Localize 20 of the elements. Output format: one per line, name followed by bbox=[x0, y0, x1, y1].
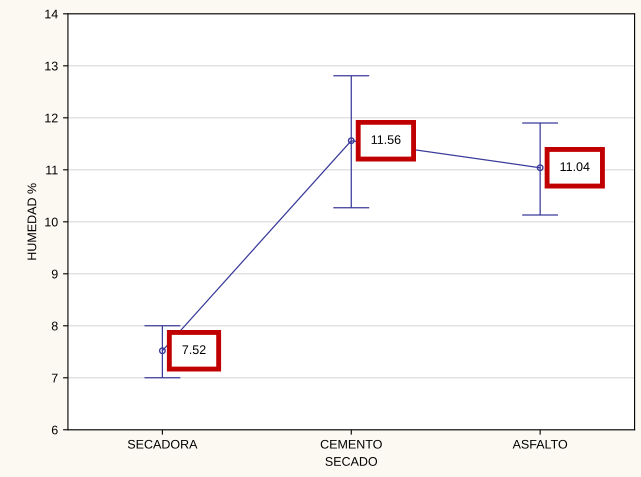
y-tick-label: 11 bbox=[46, 166, 58, 174]
data-label: 7.52 bbox=[182, 345, 206, 354]
x-tick-label: SECADORA bbox=[128, 440, 198, 449]
y-tick-label: 12 bbox=[45, 114, 58, 122]
y-tick-label: 14 bbox=[45, 10, 58, 18]
y-tick-label: 6 bbox=[52, 426, 58, 434]
data-label: 11.04 bbox=[560, 162, 590, 172]
data-label: 11.56 bbox=[372, 135, 401, 144]
y-tick-label: 9 bbox=[52, 270, 58, 278]
point bbox=[348, 137, 355, 144]
x-axis-title: SECADO bbox=[325, 457, 378, 466]
y-tick-label: 7 bbox=[52, 374, 58, 382]
y-tick-label: 8 bbox=[52, 322, 58, 330]
y-tick-label: 13 bbox=[45, 62, 58, 70]
x-tick-label: ASFALTO bbox=[512, 440, 568, 449]
point bbox=[536, 164, 544, 172]
point bbox=[158, 347, 166, 354]
y-axis-title: HUMEDAD % bbox=[28, 183, 36, 260]
x-tick-label: CEMENTO bbox=[320, 440, 382, 449]
y-tick-label: 10 bbox=[45, 218, 58, 226]
